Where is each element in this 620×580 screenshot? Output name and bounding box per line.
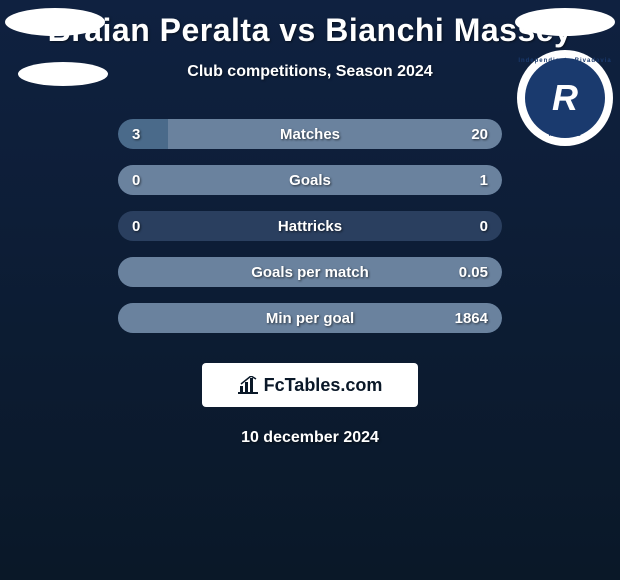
stat-value-left: 3 [132,126,140,143]
stat-label: Min per goal [266,310,354,327]
ellipse-icon [18,62,108,86]
bar-left-fill [118,119,168,149]
stat-label: Hattricks [278,218,342,235]
stat-label: Matches [280,126,340,143]
stat-row-matches: 3 Matches 20 [8,111,612,157]
attribution-box: FcTables.com [202,363,418,407]
stat-value-right: 1864 [455,310,488,327]
stat-label: Goals per match [251,264,369,281]
player-left-icon-2 [8,62,118,86]
stat-value-left: 0 [132,172,140,189]
stat-row-goals: 0 Goals 1 [8,157,612,203]
stat-value-right: 1 [480,172,488,189]
stat-row-min-per-goal: Min per goal 1864 [8,295,612,341]
bar-track: Min per goal 1864 [118,303,502,333]
player-right-icon-1 [510,8,620,36]
stat-value-right: 20 [471,126,488,143]
stats-container: Independiente Rivadavia R Mendoza 3 Matc… [0,111,620,341]
bar-track: 0 Goals 1 [118,165,502,195]
bar-track: 0 Hattricks 0 [118,211,502,241]
bar-track: 3 Matches 20 [118,119,502,149]
bar-track: Goals per match 0.05 [118,257,502,287]
stat-label: Goals [289,172,331,189]
stat-value-left: 0 [132,218,140,235]
date-line: 10 december 2024 [0,429,620,447]
stat-value-right: 0.05 [459,264,488,281]
ellipse-icon [5,8,105,36]
player-left-icon-1 [0,8,110,36]
ellipse-icon [515,8,615,36]
stat-row-goals-per-match: Goals per match 0.05 [8,249,612,295]
attribution-text: FcTables.com [264,375,383,396]
stat-row-hattricks: 0 Hattricks 0 [8,203,612,249]
stat-value-right: 0 [480,218,488,235]
chart-icon [238,376,258,394]
